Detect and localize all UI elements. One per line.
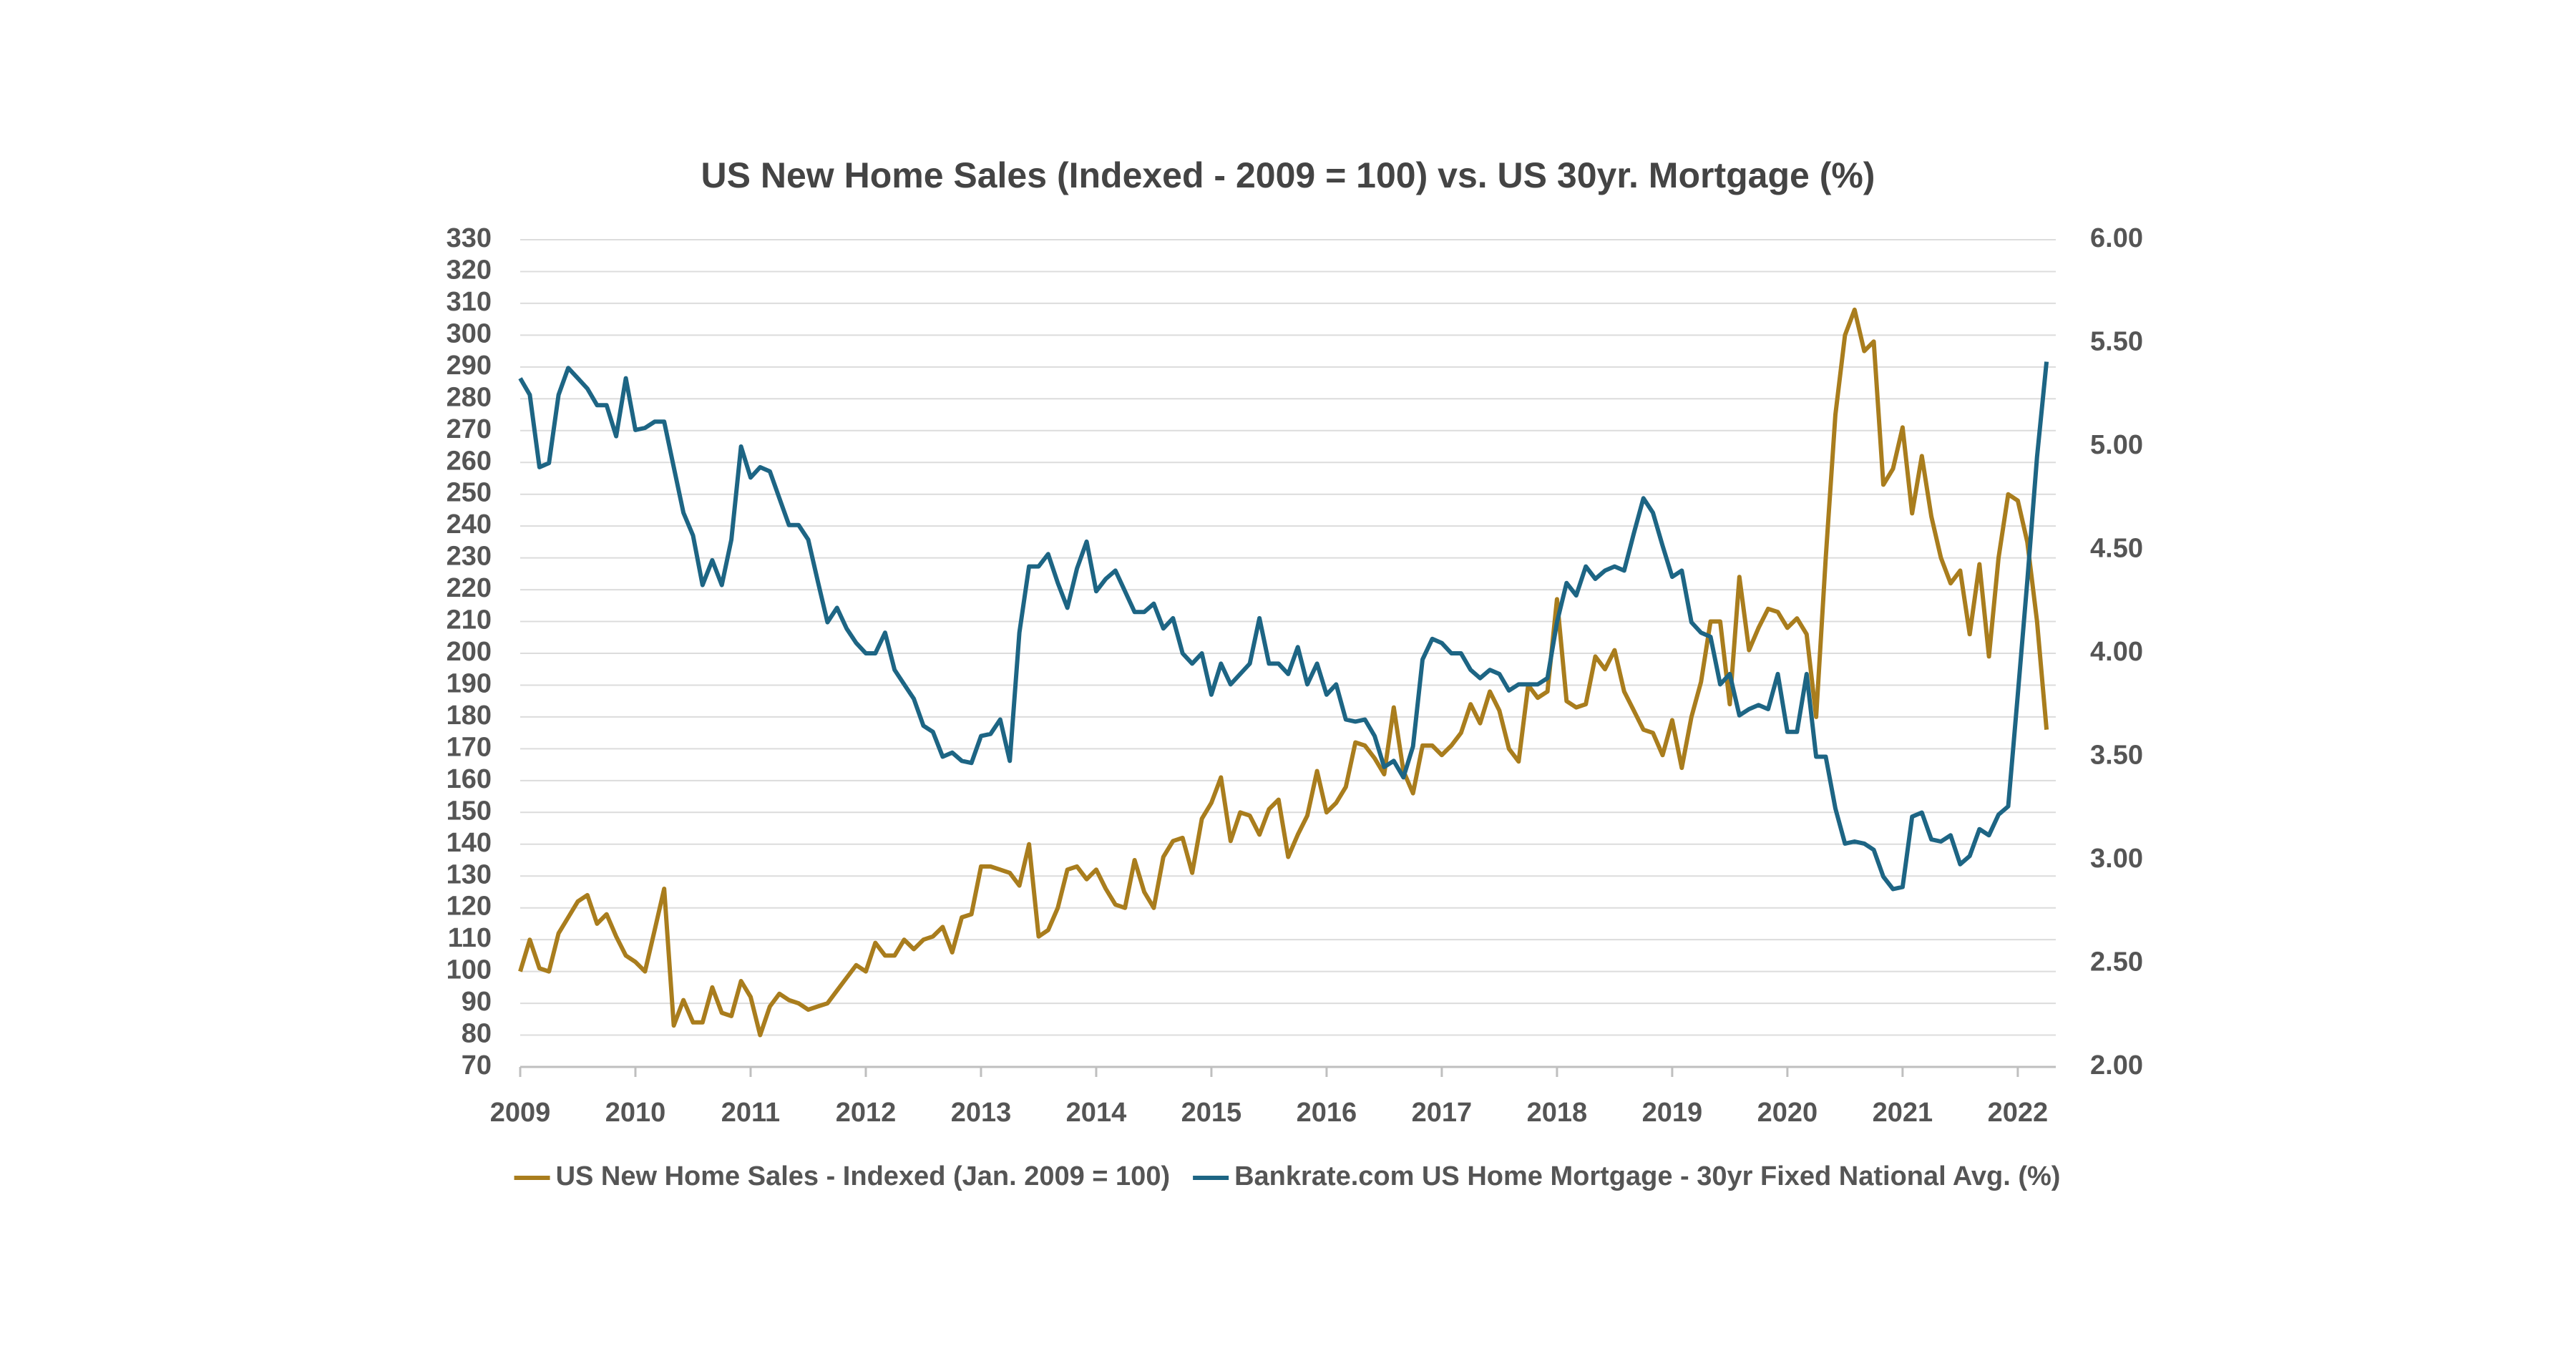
y-tick-label: 120 — [447, 892, 492, 922]
y-tick-label: 290 — [447, 351, 492, 381]
y2-tick-label: 2.50 — [2090, 947, 2143, 977]
legend-label: Bankrate.com US Home Mortgage - 30yr Fix… — [1234, 1161, 2060, 1191]
y-tick-label: 80 — [462, 1019, 492, 1049]
y-tick-label: 330 — [447, 223, 492, 253]
x-tick-label: 2016 — [1297, 1098, 1357, 1128]
y2-tick-label: 5.50 — [2090, 327, 2143, 357]
x-tick-label: 2018 — [1527, 1098, 1588, 1128]
y-tick-label: 70 — [462, 1050, 492, 1081]
y-tick-label: 210 — [447, 605, 492, 635]
x-tick-label: 2021 — [1873, 1098, 1933, 1128]
legend-label: US New Home Sales - Indexed (Jan. 2009 =… — [556, 1161, 1171, 1191]
y-tick-label: 160 — [447, 764, 492, 794]
y-tick-label: 300 — [447, 318, 492, 348]
y2-tick-label: 4.50 — [2090, 534, 2143, 564]
y-tick-label: 200 — [447, 637, 492, 667]
x-tick-label: 2012 — [836, 1098, 897, 1128]
y2-tick-label: 5.00 — [2090, 430, 2143, 460]
y2-tick-label: 2.00 — [2090, 1050, 2143, 1081]
x-tick-label: 2022 — [1988, 1098, 2049, 1128]
series-line — [518, 307, 2049, 1038]
y-tick-label: 100 — [447, 955, 492, 985]
x-tick-label: 2011 — [721, 1098, 780, 1128]
x-tick-label: 2014 — [1066, 1098, 1127, 1128]
x-tick-label: 2020 — [1757, 1098, 1818, 1128]
series-line — [518, 361, 2049, 892]
y-tick-label: 320 — [447, 255, 492, 285]
y-tick-label: 130 — [447, 859, 492, 889]
y-tick-label: 280 — [447, 382, 492, 412]
x-tick-label: 2009 — [490, 1098, 551, 1128]
y-tick-label: 270 — [447, 414, 492, 444]
y-tick-label: 250 — [447, 478, 492, 508]
y-tick-label: 110 — [448, 923, 492, 953]
y2-tick-label: 6.00 — [2090, 223, 2143, 253]
y-tick-label: 140 — [447, 828, 492, 858]
x-tick-label: 2013 — [951, 1098, 1012, 1128]
chart-title: US New Home Sales (Indexed - 2009 = 100)… — [701, 155, 1875, 195]
y2-tick-label: 3.00 — [2090, 844, 2143, 874]
y2-tick-label: 4.00 — [2090, 637, 2143, 667]
y-tick-label: 150 — [447, 796, 492, 826]
y-tick-label: 260 — [447, 446, 492, 476]
y-tick-label: 240 — [447, 509, 492, 540]
y-tick-label: 190 — [447, 668, 492, 698]
y-tick-label: 230 — [447, 542, 492, 572]
y-tick-label: 220 — [447, 573, 492, 603]
x-tick-label: 2019 — [1642, 1098, 1703, 1128]
y-tick-label: 170 — [447, 732, 492, 762]
y2-tick-label: 3.50 — [2090, 741, 2143, 771]
y-tick-label: 90 — [462, 987, 492, 1017]
y-tick-label: 180 — [447, 701, 492, 731]
x-tick-label: 2015 — [1181, 1098, 1242, 1128]
x-tick-label: 2010 — [605, 1098, 666, 1128]
y-tick-label: 310 — [447, 287, 492, 317]
x-tick-label: 2017 — [1412, 1098, 1473, 1128]
